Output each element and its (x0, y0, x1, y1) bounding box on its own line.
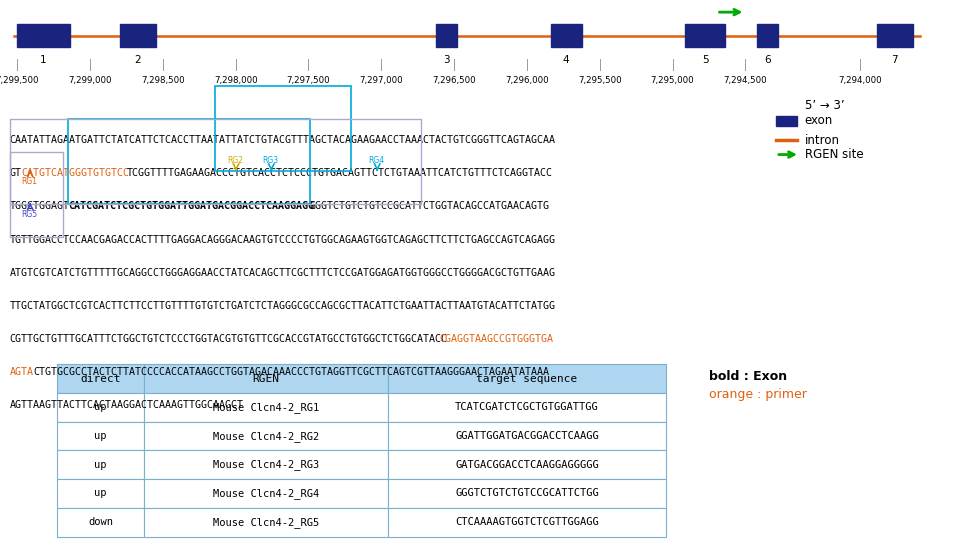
Text: 7,297,000: 7,297,000 (359, 76, 403, 85)
Bar (57, 364, 144, 393)
Text: TCGGTTTTGAGAAGACCCTGTCACCTCTCCCTGTGACAGTTCTCTGTAAATTCATCTGTTTCTCAGGTACC: TCGGTTTTGAGAAGACCCTGTCACCTCTCCCTGTGACAGT… (127, 168, 553, 178)
Text: 7,295,500: 7,295,500 (578, 76, 622, 85)
Text: CATCGATCTCGCTGTGGATTGGATGACGGACCTCAAGGAGG: CATCGATCTCGCTGTGGATTGGATGACGGACCTCAAGGAG… (68, 201, 314, 211)
Text: 1: 1 (40, 55, 47, 65)
Text: GT: GT (10, 168, 22, 178)
Text: TCATCGATCTCGCTGTGGATTGG: TCATCGATCTCGCTGTGGATTGG (455, 402, 599, 412)
Bar (57, 479, 144, 508)
Text: AGTA: AGTA (10, 367, 34, 377)
Text: RG2: RG2 (227, 156, 243, 165)
Bar (144, 422, 388, 450)
Text: 6: 6 (764, 55, 770, 65)
Text: 7,299,500: 7,299,500 (0, 76, 39, 85)
Text: intron: intron (805, 134, 840, 147)
Bar (388, 508, 666, 537)
Bar (388, 393, 666, 422)
Text: down: down (88, 517, 113, 527)
Text: GGGTCTGTCTGTCCGCATTCTGG: GGGTCTGTCTGTCCGCATTCTGG (455, 489, 599, 498)
Text: 7: 7 (892, 55, 898, 65)
Text: RG4: RG4 (369, 156, 384, 165)
Text: 5: 5 (702, 55, 708, 65)
Text: 7,294,500: 7,294,500 (723, 76, 767, 85)
Bar (57, 422, 144, 450)
Text: 5’ → 3’: 5’ → 3’ (805, 99, 844, 113)
Text: up: up (94, 402, 107, 412)
Bar (144, 393, 388, 422)
Text: 7,296,500: 7,296,500 (432, 76, 476, 85)
Bar (144, 450, 388, 479)
Bar (144, 479, 388, 508)
Text: RG5: RG5 (21, 210, 37, 219)
Bar (17, 24, 70, 47)
Bar (551, 24, 582, 47)
Text: Mouse Clcn4-2_RG4: Mouse Clcn4-2_RG4 (213, 488, 319, 499)
Text: Mouse Clcn4-2_RG2: Mouse Clcn4-2_RG2 (213, 431, 319, 442)
Text: RGEN site: RGEN site (805, 148, 863, 161)
Bar (388, 450, 666, 479)
Text: TGTTGGACCTCCAACGAGACCACTTTTGAGGACAGGGACAAGTGTCCCCTGTGGCAGAAGTGGTCAGAGCTTCTTCTGAG: TGTTGGACCTCCAACGAGACCACTTTTGAGGACAGGGACA… (10, 235, 556, 245)
Text: GATGACGGACCTCAAGGAGGGGG: GATGACGGACCTCAAGGAGGGGG (455, 460, 599, 470)
Bar (10, 152, 62, 237)
Bar (388, 364, 666, 393)
Text: GGGTCTGTCTGTCCGCATTCTGGTACAGCCATGAACAGTG: GGGTCTGTCTGTCCGCATTCTGGTACAGCCATGAACAGTG (309, 201, 550, 211)
Text: Mouse Clcn4-2_RG3: Mouse Clcn4-2_RG3 (213, 459, 319, 470)
Text: Mouse Clcn4-2_RG5: Mouse Clcn4-2_RG5 (213, 517, 319, 528)
Bar (57, 508, 144, 537)
Bar (68, 119, 309, 204)
Text: up: up (94, 489, 107, 498)
Bar (216, 86, 351, 171)
Bar (388, 422, 666, 450)
Text: ATGTCGTCATCTGTTTTTGCAGGCCTGGGAGGAACCTATCACAGCTTCGCTTTCTCCGATGGAGATGGTGGGCCTGGGGA: ATGTCGTCATCTGTTTTTGCAGGCCTGGGAGGAACCTATC… (10, 268, 556, 278)
Text: TGGCTGGAGT: TGGCTGGAGT (10, 201, 70, 211)
Text: 7,297,500: 7,297,500 (286, 76, 331, 85)
Bar (57, 393, 144, 422)
Text: 3: 3 (444, 55, 449, 65)
Text: CTCAAAAGTGGTCTCGTTGGAGG: CTCAAAAGTGGTCTCGTTGGAGG (455, 517, 599, 527)
Bar (877, 24, 913, 47)
Bar (757, 24, 778, 47)
Text: CGAGGTAAGCCGTGGGTGA: CGAGGTAAGCCGTGGGTGA (439, 334, 553, 344)
Text: target sequence: target sequence (476, 374, 578, 384)
Text: AGTTAAGTTACTTCACTAAGGACTCAAAGTTGGCAAGCT: AGTTAAGTTACTTCACTAAGGACTCAAAGTTGGCAAGCT (10, 400, 243, 410)
Text: CAATATTAGAATGATTCTATCATTCTCACCTTAATATTATCTGTACGTTTAGCTACAGAAGAACCTAAACTACTGTCGGG: CAATATTAGAATGATTCTATCATTCTCACCTTAATATTAT… (10, 135, 556, 145)
Text: 7,298,500: 7,298,500 (141, 76, 185, 85)
Text: Mouse Clcn4-2_RG1: Mouse Clcn4-2_RG1 (213, 402, 319, 413)
Text: TTGCTATGGCTCGTCACTTCTTCCTTGTTTTGTGTCTGATCTCTAGGGCGCCAGCGCTTACATTCTGAATTACTTAATGT: TTGCTATGGCTCGTCACTTCTTCCTTGTTTTGTGTCTGAT… (10, 301, 556, 311)
Text: RG1: RG1 (21, 177, 37, 185)
Text: up: up (94, 460, 107, 470)
Bar (10, 119, 422, 204)
Bar (120, 24, 156, 47)
Text: 7,298,000: 7,298,000 (214, 76, 258, 85)
Text: 7,295,000: 7,295,000 (650, 76, 695, 85)
Text: 7,299,000: 7,299,000 (68, 76, 112, 85)
Text: 2: 2 (135, 55, 141, 65)
Bar (436, 24, 457, 47)
Bar (144, 508, 388, 537)
Text: up: up (94, 431, 107, 441)
Text: direct: direct (80, 374, 121, 384)
Text: bold : Exon: bold : Exon (709, 370, 787, 383)
Text: RG3: RG3 (262, 156, 279, 165)
Text: 7,294,000: 7,294,000 (838, 76, 882, 85)
Text: GGATTGGATGACGGACCTCAAGG: GGATTGGATGACGGACCTCAAGG (455, 431, 599, 441)
Text: RGEN: RGEN (252, 374, 280, 384)
Text: CATGTCATGGGTGTGTCC: CATGTCATGGGTGTGTCC (21, 168, 129, 178)
Text: CTGTGCGCCTACTCTTATCCCCACCATAAGCCTGGTAGACAAACCCTGTAGGTTCGCTTCAGTCGTTAAGGGAACTAGAA: CTGTGCGCCTACTCTTATCCCCACCATAAGCCTGGTAGAC… (34, 367, 549, 377)
Text: 4: 4 (563, 55, 569, 65)
Text: orange : primer: orange : primer (709, 388, 807, 401)
Bar (144, 364, 388, 393)
Bar (685, 24, 725, 47)
Text: exon: exon (805, 114, 833, 128)
Text: CGTTGCTGTTTGCATTTCTGGCTGTCTCCCTGGTACGTGTGTTCGCACCGTATGCCTGTGGCTCTGGCATACC: CGTTGCTGTTTGCATTTCTGGCTGTCTCCCTGGTACGTGT… (10, 334, 447, 344)
Bar (776, 116, 797, 126)
Bar (57, 450, 144, 479)
Bar (388, 479, 666, 508)
Text: 7,296,000: 7,296,000 (505, 76, 549, 85)
